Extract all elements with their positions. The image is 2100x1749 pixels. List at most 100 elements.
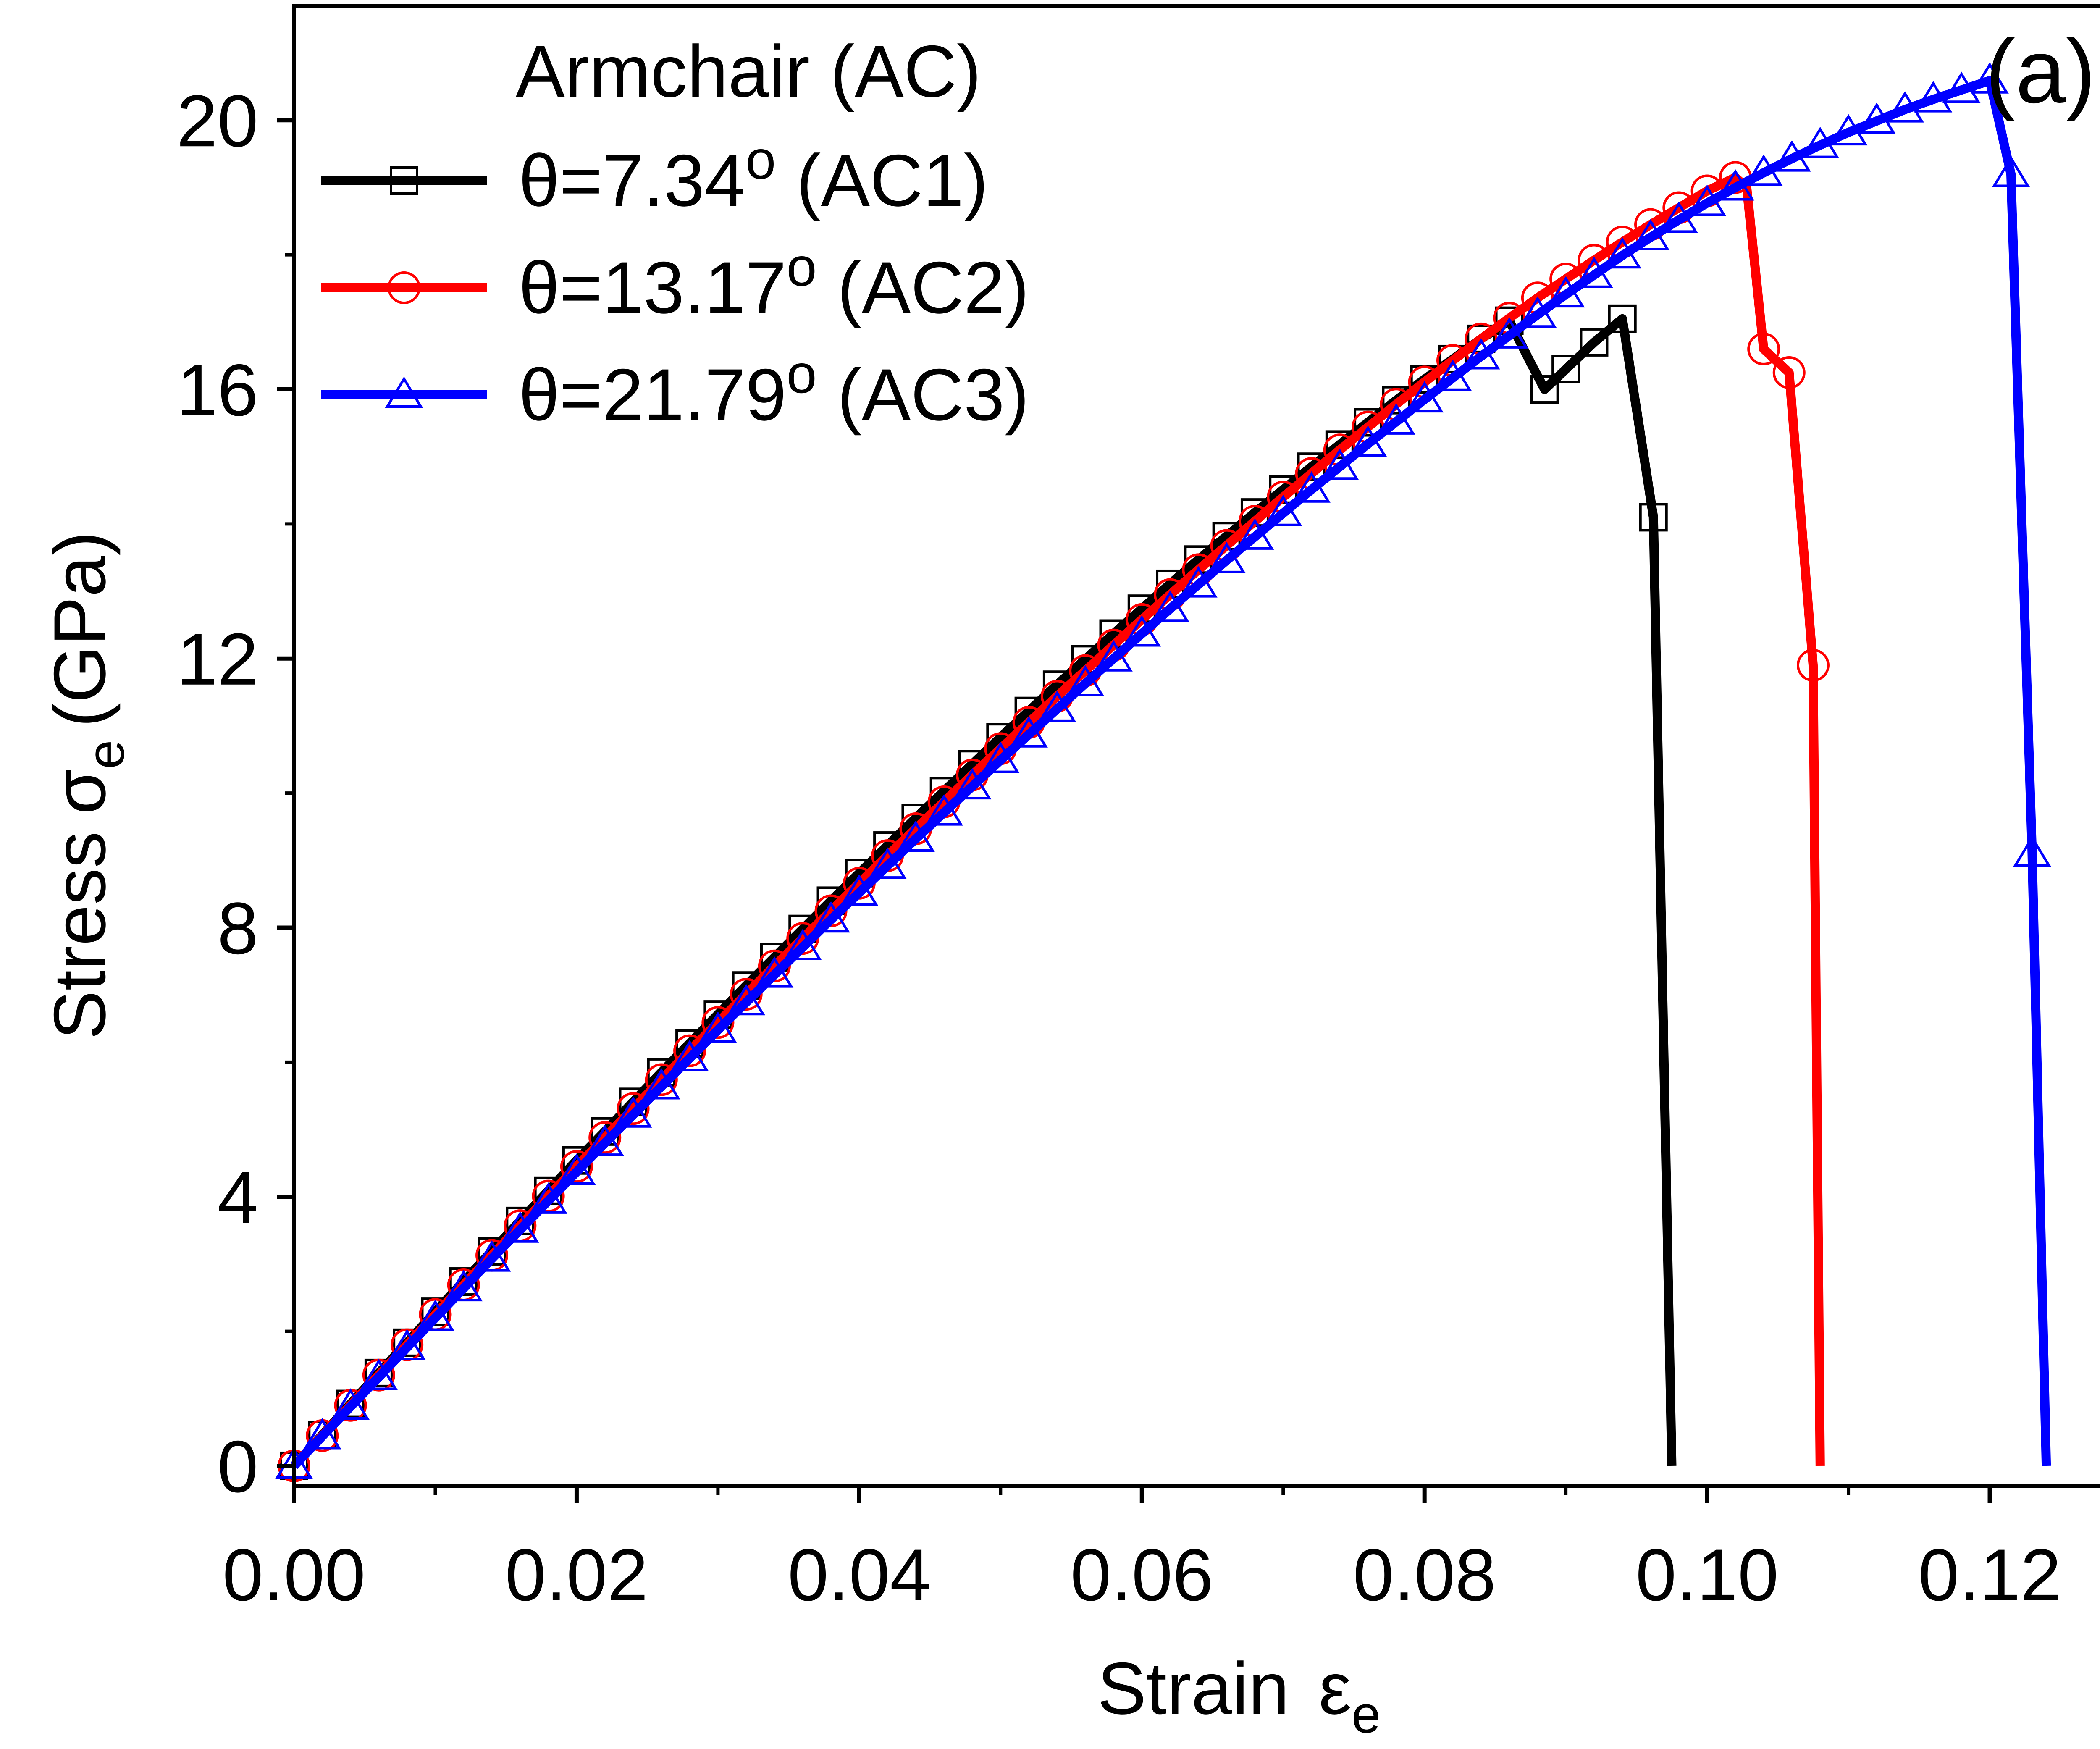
series-2-point <box>701 1006 735 1039</box>
series-3-point <box>1603 237 1642 269</box>
series-3-point <box>1433 360 1472 391</box>
series-3-point <box>1858 102 1896 134</box>
series-3-point <box>529 1182 567 1214</box>
series-3-point <box>897 820 935 852</box>
x-tick-label: 0.12 <box>1918 1534 2061 1616</box>
x-axis-label-main: Strain <box>1097 1648 1289 1730</box>
y-axis-label-main: Stress <box>39 831 121 1040</box>
series-3-point <box>1942 71 1981 103</box>
series-1-point <box>1608 304 1637 333</box>
legend-label-tail: (AC2) <box>817 247 1029 329</box>
series-2-point <box>1747 332 1780 365</box>
series-3-point <box>1518 296 1557 328</box>
series-3-point <box>585 1124 624 1156</box>
series-3-point <box>1773 140 1811 172</box>
series-3-point <box>1095 640 1133 672</box>
series-3-point <box>360 1358 398 1390</box>
series-3-point <box>303 1418 341 1450</box>
series-3-point <box>1490 317 1528 349</box>
legend-label-main: θ=21.79 <box>519 354 786 436</box>
y-tick-label: 12 <box>176 619 258 701</box>
legend-label-1: θ=7.34o (AC1) <box>519 129 988 222</box>
series-3 <box>275 62 2051 1479</box>
series-3-point <box>1659 201 1698 233</box>
series-3-point <box>444 1270 483 1302</box>
series-3-point <box>1320 448 1359 480</box>
x-axis-label: Strain εe <box>1097 1648 1381 1744</box>
series-3-point <box>1801 126 1840 158</box>
series-3-point <box>1546 276 1585 308</box>
series-3-point <box>812 901 850 933</box>
x-tick-label: 0.06 <box>1070 1534 1213 1616</box>
series-3-point <box>557 1153 596 1185</box>
series-3-point <box>1631 219 1670 251</box>
series-2-point <box>730 978 763 1011</box>
series-3-point <box>1179 566 1218 598</box>
series-3-point <box>1292 471 1331 503</box>
series-3-point <box>1066 665 1105 697</box>
series-1-point <box>1530 375 1559 404</box>
series-3-point <box>727 984 766 1016</box>
series-3-point <box>1349 425 1387 457</box>
x-tick-label: 0.00 <box>223 1534 366 1616</box>
series-3-point <box>1264 494 1302 526</box>
series-3-point <box>1914 81 1953 113</box>
series-3-point <box>783 929 822 960</box>
series-3-point <box>331 1388 370 1420</box>
series-1-point <box>1382 386 1411 415</box>
series-3-point <box>472 1240 511 1272</box>
series-3-point <box>1236 518 1274 550</box>
y-axis-label-subscript: e <box>77 740 135 769</box>
series-3-point <box>1377 403 1415 435</box>
series-3-point <box>925 794 963 826</box>
x-tick-label: 0.10 <box>1635 1534 1779 1616</box>
y-axis-label-unit: (GPa) <box>39 531 121 727</box>
legend-label-tail: (AC1) <box>776 140 988 222</box>
series-3-point <box>1688 184 1726 216</box>
series-3-point <box>1123 615 1161 647</box>
x-tick-label: 0.02 <box>505 1534 648 1616</box>
series-2-point <box>1796 649 1830 682</box>
series-3-point <box>1405 381 1444 413</box>
legend-title: Armchair (AC) <box>516 31 981 113</box>
series-3-point <box>868 847 907 879</box>
legend-marker-2 <box>388 271 420 304</box>
series-3-point <box>1010 716 1048 748</box>
legend-label-tail: (AC3) <box>817 354 1029 436</box>
y-tick-label: 4 <box>218 1157 258 1239</box>
series-3-point <box>755 956 794 988</box>
legend-label-main: θ=13.17 <box>519 247 786 329</box>
plot-area <box>275 62 2051 1482</box>
series-3-point <box>1744 154 1783 186</box>
x-tick-label: 0.04 <box>788 1534 931 1616</box>
legend-label-3: θ=21.79o (AC3) <box>519 343 1029 436</box>
series-2-point <box>645 1063 678 1096</box>
series-3-point <box>1208 542 1246 573</box>
series-3-point <box>699 1011 737 1043</box>
series-1-point <box>1639 503 1668 532</box>
legend-degree-sign: o <box>786 236 816 297</box>
y-axis-label: Stress σe (GPa) <box>39 531 135 1040</box>
legend-marker-3 <box>385 376 423 408</box>
legend-degree-sign: o <box>786 343 816 404</box>
axes-frame <box>292 4 2100 1488</box>
series-2-point <box>588 1121 622 1154</box>
series-3-point <box>501 1211 539 1243</box>
series-3-point <box>1886 91 1924 123</box>
y-tick-label: 16 <box>176 349 258 431</box>
series-3-point <box>981 741 1020 773</box>
series-3-point <box>840 874 879 906</box>
series-3-point <box>953 768 992 800</box>
x-axis-label-symbol: ε <box>1319 1648 1352 1730</box>
series-3-point <box>1575 256 1613 288</box>
series-1-point <box>1580 328 1609 357</box>
x-tick-label: 0.08 <box>1353 1534 1496 1616</box>
series-3-point <box>1992 155 2030 187</box>
series-2-point <box>617 1092 650 1125</box>
panel-label: (a) <box>1985 21 2096 122</box>
legend-marker-1 <box>390 166 418 195</box>
y-tick-label: 20 <box>176 80 258 162</box>
series-3-point <box>388 1329 426 1361</box>
legend: Armchair (AC) θ=7.34o (AC1) θ=13.17o (AC2… <box>321 31 1029 436</box>
